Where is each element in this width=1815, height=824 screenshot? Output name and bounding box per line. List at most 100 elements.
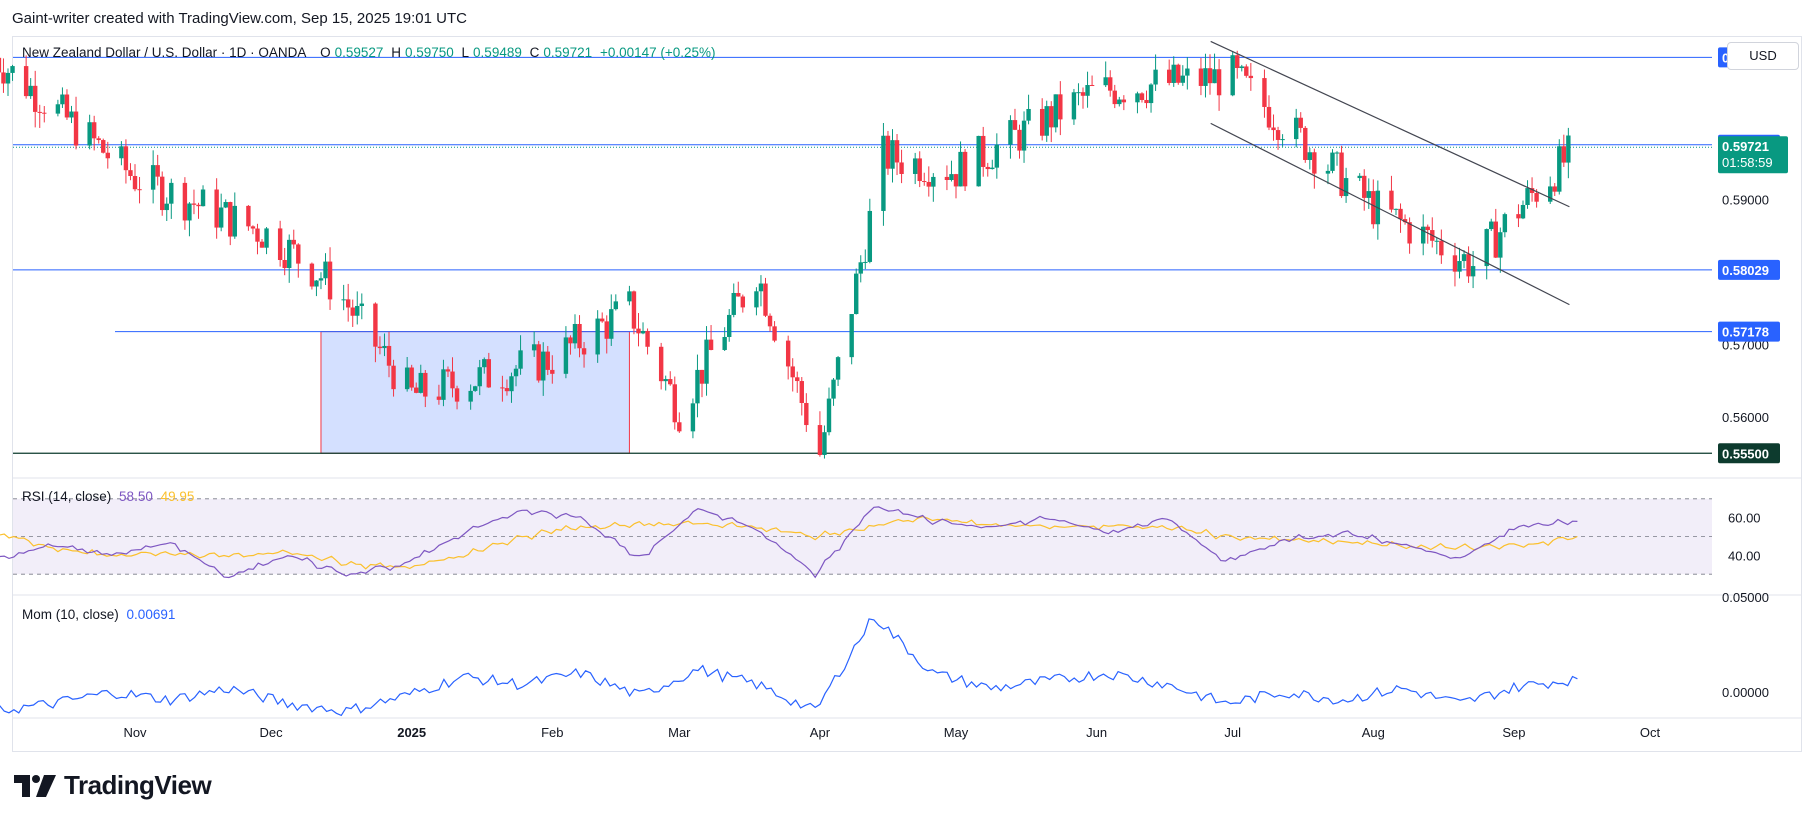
- tradingview-logo-icon: [14, 774, 56, 797]
- candle-body: [1425, 226, 1430, 231]
- candle-body: [196, 204, 201, 207]
- mom-axis-tick: 0.00000: [1722, 685, 1769, 700]
- candle-body: [976, 135, 981, 187]
- candle-body: [931, 176, 936, 187]
- candle-body: [894, 140, 900, 163]
- candle-body: [708, 339, 714, 350]
- candle-body: [631, 291, 637, 329]
- level-price-label: [1718, 443, 1780, 464]
- candle-body: [42, 112, 47, 114]
- candle-body: [722, 336, 727, 350]
- candle-body: [1058, 94, 1063, 120]
- candle-body: [1112, 90, 1117, 105]
- candle-body: [1398, 208, 1403, 220]
- candle-body: [949, 174, 954, 180]
- candle-body: [581, 348, 587, 355]
- candle-body: [1339, 152, 1344, 197]
- candle-body: [223, 202, 228, 208]
- candle-body: [373, 303, 378, 347]
- candle-body: [314, 280, 319, 287]
- momentum-line: [0, 618, 1578, 717]
- level-price-label-text: 0.58029: [1722, 263, 1769, 278]
- candle-body: [160, 176, 165, 211]
- candle-body: [763, 283, 768, 316]
- currency-button[interactable]: USD: [1727, 42, 1799, 70]
- rsi-title[interactable]: RSI (14, close): [22, 489, 112, 504]
- channel-lower-line: [1210, 122, 1570, 306]
- candle-body: [1121, 99, 1127, 103]
- candle-body: [1489, 221, 1494, 230]
- candle-body: [441, 369, 446, 400]
- candle-body: [854, 273, 859, 315]
- candle-body: [1393, 208, 1399, 210]
- candle-body: [1343, 178, 1349, 197]
- candle-body: [1144, 99, 1149, 104]
- candle-body: [1466, 254, 1471, 277]
- candle-body: [531, 344, 537, 351]
- low-label: L: [461, 45, 470, 60]
- candle-body: [377, 346, 383, 349]
- candle-body: [863, 261, 868, 263]
- rsi-axis-tick: 60.00: [1728, 511, 1761, 526]
- close-value: 0.59721: [543, 45, 593, 60]
- candle-body: [55, 104, 61, 114]
- candle-body: [1439, 240, 1444, 256]
- candle-body: [1171, 64, 1176, 83]
- candle-body: [1452, 255, 1458, 272]
- high-label: H: [391, 45, 401, 60]
- candle-body: [355, 305, 360, 316]
- candle-body: [604, 321, 609, 339]
- level-price-label-text: 0.55500: [1722, 446, 1769, 461]
- mom-title[interactable]: Mom (10, close): [22, 607, 119, 622]
- candle-body: [645, 330, 650, 347]
- candle-body: [831, 379, 836, 399]
- candle-body: [468, 390, 473, 402]
- candle-body: [1021, 120, 1027, 151]
- candle-body: [291, 239, 296, 245]
- candle-body: [414, 387, 419, 393]
- candle-body: [885, 135, 891, 169]
- candle-body: [513, 368, 519, 377]
- candles-group: [0, 50, 1571, 459]
- candle-body: [423, 372, 428, 397]
- candle-body: [804, 402, 809, 426]
- candle-body: [1207, 68, 1213, 84]
- candle-body: [391, 365, 396, 390]
- candle-body: [1548, 186, 1553, 202]
- candle-body: [785, 340, 791, 367]
- chart-frame: [12, 36, 1802, 752]
- symbol-title[interactable]: New Zealand Dollar / U.S. Dollar · 1D · …: [22, 45, 307, 60]
- time-axis-label: Sep: [1502, 725, 1525, 740]
- candle-body: [545, 351, 550, 370]
- time-axis-label: Mar: [668, 725, 691, 740]
- candle-body: [727, 314, 732, 337]
- candle-body: [790, 366, 795, 378]
- candle-body: [1012, 120, 1018, 130]
- candle-body: [568, 337, 573, 344]
- candle-body: [436, 396, 442, 400]
- level-price-label: [1718, 259, 1780, 280]
- symbol-legend: New Zealand Dollar / U.S. Dollar · 1D · …: [22, 45, 720, 60]
- candle-body: [994, 144, 1000, 168]
- candle-body: [327, 261, 333, 300]
- open-label: O: [320, 45, 331, 60]
- candle-body: [1044, 106, 1049, 136]
- candle-body: [1457, 261, 1462, 272]
- time-axis-label: Aug: [1362, 725, 1385, 740]
- candle-body: [101, 140, 106, 153]
- candle-body: [1230, 55, 1235, 96]
- candle-body: [518, 350, 523, 369]
- candle-body: [690, 403, 696, 432]
- candle-body: [386, 345, 392, 366]
- candle-body: [627, 291, 632, 302]
- candle-body: [550, 369, 555, 374]
- candle-body: [1357, 175, 1362, 179]
- candle-body: [917, 158, 922, 182]
- candle-body: [1198, 68, 1204, 86]
- candle-body: [1216, 69, 1222, 96]
- candle-body: [1552, 186, 1557, 192]
- candle-body: [250, 226, 256, 229]
- brand-name: TradingView: [64, 770, 212, 800]
- candle-body: [677, 422, 682, 432]
